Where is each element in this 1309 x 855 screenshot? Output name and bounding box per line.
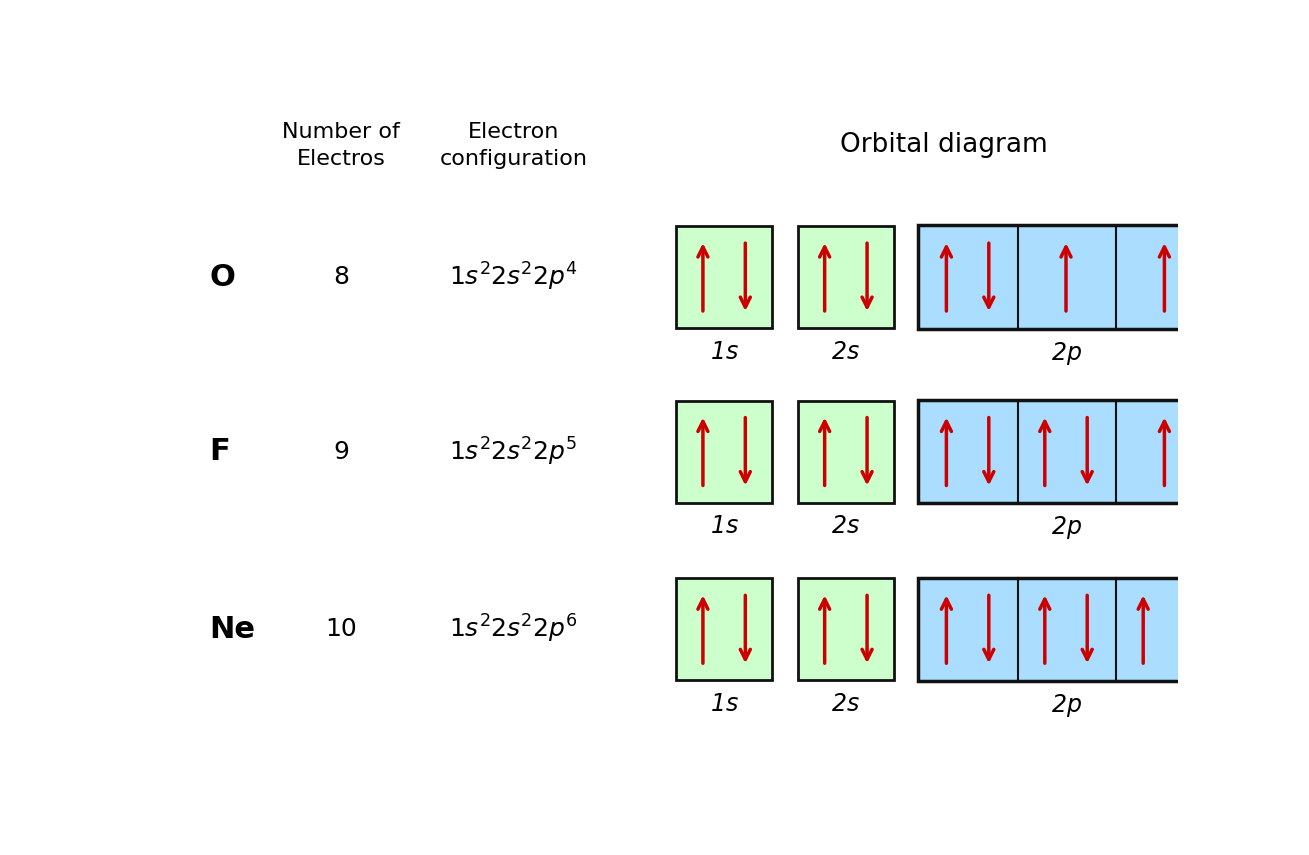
- Text: 1$s$: 1$s$: [709, 515, 738, 539]
- Text: 9: 9: [334, 439, 350, 463]
- Text: 2$s$: 2$s$: [831, 693, 860, 716]
- Text: $1s^22s^22p^6$: $1s^22s^22p^6$: [449, 613, 579, 646]
- Text: 2$p$: 2$p$: [1051, 340, 1081, 367]
- Text: 2$s$: 2$s$: [831, 340, 860, 364]
- Text: 10: 10: [325, 617, 357, 641]
- Bar: [797, 400, 894, 503]
- Text: 2$p$: 2$p$: [1051, 693, 1081, 719]
- Text: Ne: Ne: [209, 615, 255, 644]
- Text: 1$s$: 1$s$: [709, 340, 738, 364]
- Bar: [675, 400, 772, 503]
- Text: 1$s$: 1$s$: [709, 693, 738, 716]
- Bar: [919, 400, 1213, 504]
- Text: 2$s$: 2$s$: [831, 515, 860, 539]
- Bar: [919, 226, 1213, 328]
- Bar: [675, 226, 772, 328]
- Bar: [797, 578, 894, 681]
- Text: Number of
Electros: Number of Electros: [283, 122, 401, 168]
- Text: $1s^22s^22p^5$: $1s^22s^22p^5$: [449, 435, 577, 468]
- Text: Orbital diagram: Orbital diagram: [840, 133, 1049, 158]
- Text: 2$p$: 2$p$: [1051, 515, 1081, 541]
- Text: F: F: [209, 437, 230, 466]
- Text: $1s^22s^22p^4$: $1s^22s^22p^4$: [449, 261, 579, 293]
- Text: 8: 8: [334, 265, 350, 289]
- Text: Electron
configuration: Electron configuration: [440, 122, 588, 168]
- Bar: [797, 226, 894, 328]
- Text: O: O: [209, 262, 236, 292]
- Bar: [919, 578, 1213, 681]
- Bar: [675, 578, 772, 681]
